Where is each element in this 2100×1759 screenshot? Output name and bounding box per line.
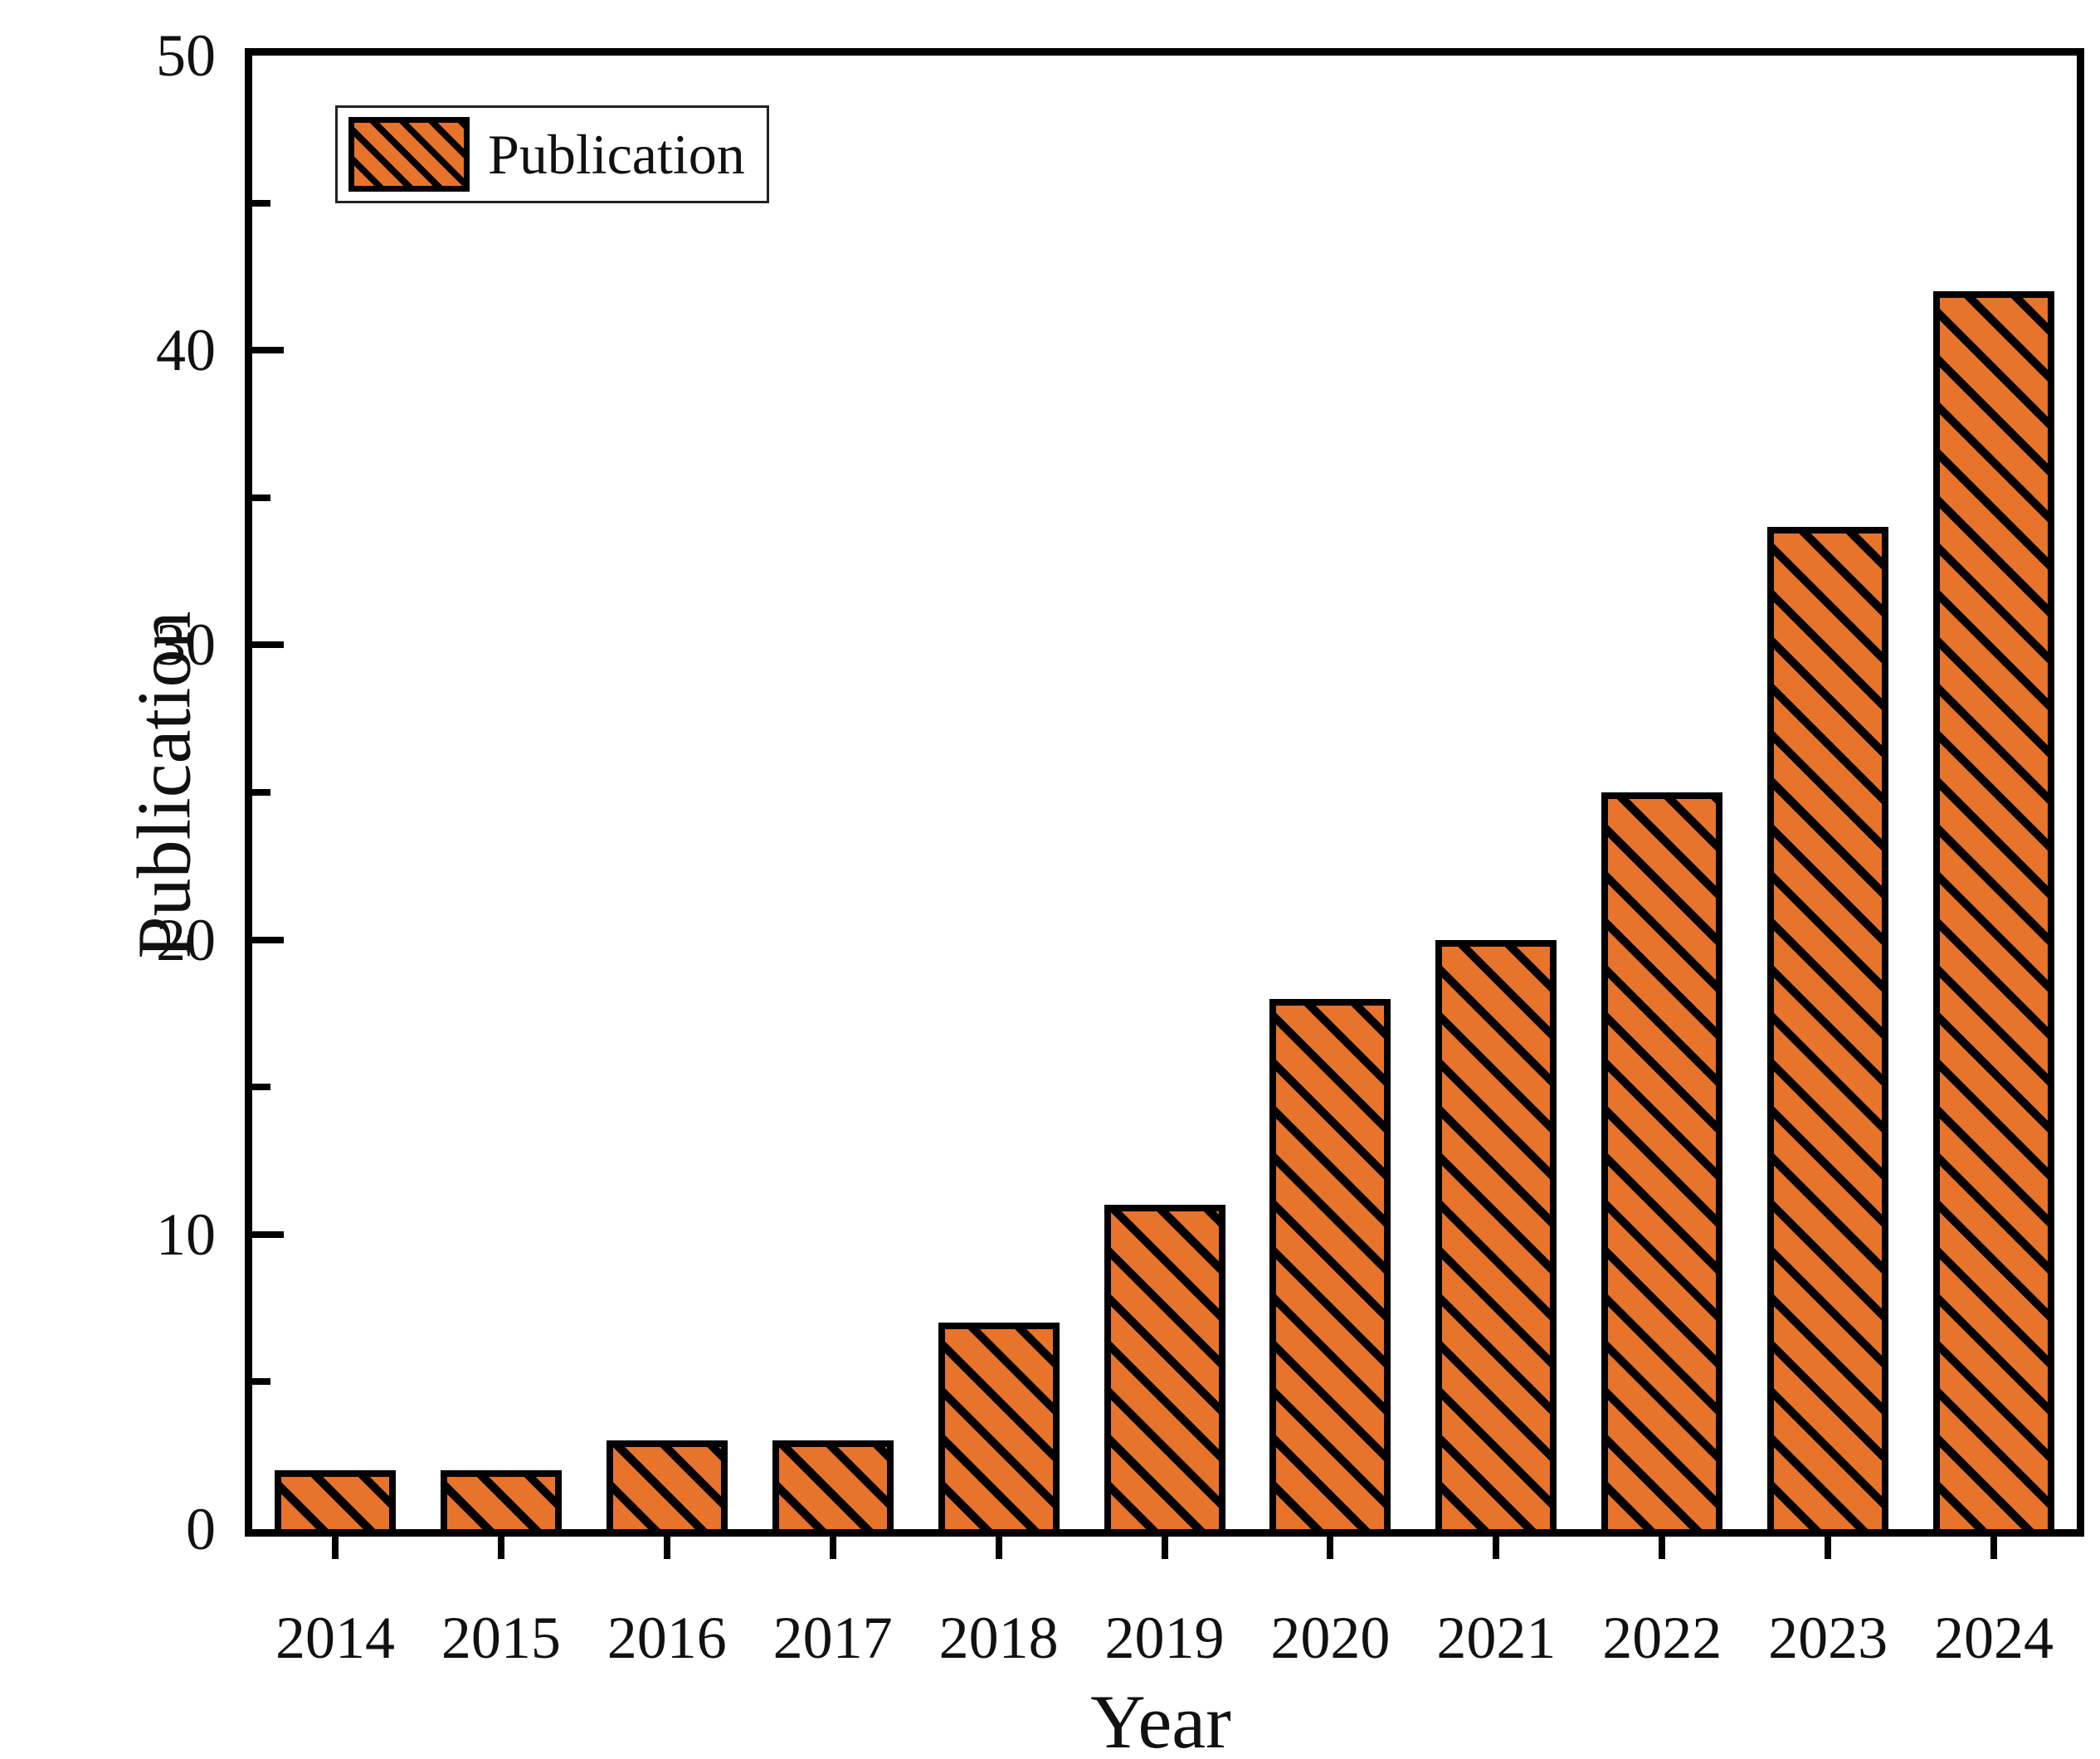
x-tick-label-2023: 2023 <box>1768 1605 1888 1671</box>
x-tick-2014 <box>331 1529 339 1559</box>
x-tick-2018 <box>995 1529 1002 1559</box>
bar-2014 <box>274 1469 396 1529</box>
x-tick-2019 <box>1161 1529 1168 1559</box>
x-tick-2022 <box>1659 1529 1666 1559</box>
x-tick-label-2015: 2015 <box>441 1605 561 1671</box>
y-tick-label-30: 30 <box>156 612 216 679</box>
bar-2018 <box>938 1323 1060 1529</box>
bar-2024 <box>1933 291 2055 1529</box>
y-tick-label-20: 20 <box>156 906 216 973</box>
y-tick-20 <box>252 936 284 943</box>
y-tick-label-50: 50 <box>156 22 216 89</box>
y-tick-25 <box>252 789 270 796</box>
bar-2015 <box>440 1469 562 1529</box>
y-tick-30 <box>252 641 284 649</box>
y-tick-label-10: 10 <box>156 1201 216 1268</box>
y-tick-45 <box>252 199 270 207</box>
bar-2017 <box>772 1440 894 1529</box>
x-tick-2017 <box>829 1529 836 1559</box>
x-tick-label-2020: 2020 <box>1270 1605 1391 1671</box>
legend-swatch-hatched <box>348 117 470 192</box>
y-tick-label-0: 0 <box>186 1496 216 1562</box>
x-tick-2021 <box>1493 1529 1500 1559</box>
y-tick-10 <box>252 1230 284 1238</box>
x-tick-label-2021: 2021 <box>1436 1605 1557 1671</box>
x-axis-title: Year <box>1090 1679 1231 1759</box>
bar-2016 <box>606 1440 728 1529</box>
x-tick-2024 <box>1990 1529 1998 1559</box>
bar-2021 <box>1435 939 1557 1529</box>
x-tick-2016 <box>663 1529 670 1559</box>
x-tick-2020 <box>1327 1529 1334 1559</box>
x-tick-label-2024: 2024 <box>1934 1605 2054 1671</box>
bar-2020 <box>1269 998 1391 1529</box>
x-tick-2015 <box>497 1529 504 1559</box>
x-tick-label-2018: 2018 <box>938 1605 1059 1671</box>
x-tick-label-2017: 2017 <box>772 1605 893 1671</box>
y-tick-5 <box>252 1378 270 1386</box>
y-tick-15 <box>252 1084 270 1091</box>
y-tick-40 <box>252 347 284 354</box>
y-tick-label-40: 40 <box>156 317 216 384</box>
y-tick-35 <box>252 494 270 501</box>
plot-area: Publication <box>245 48 2084 1559</box>
bar-2022 <box>1601 792 1723 1529</box>
x-tick-label-2014: 2014 <box>275 1605 395 1671</box>
bar-2019 <box>1104 1205 1225 1529</box>
legend-label: Publication <box>488 123 745 186</box>
x-tick-label-2019: 2019 <box>1104 1605 1225 1671</box>
x-tick-label-2022: 2022 <box>1602 1605 1722 1671</box>
x-tick-label-2016: 2016 <box>607 1605 727 1671</box>
bar-2023 <box>1767 527 1889 1529</box>
legend: Publication <box>335 105 769 203</box>
x-tick-2023 <box>1825 1529 1832 1559</box>
